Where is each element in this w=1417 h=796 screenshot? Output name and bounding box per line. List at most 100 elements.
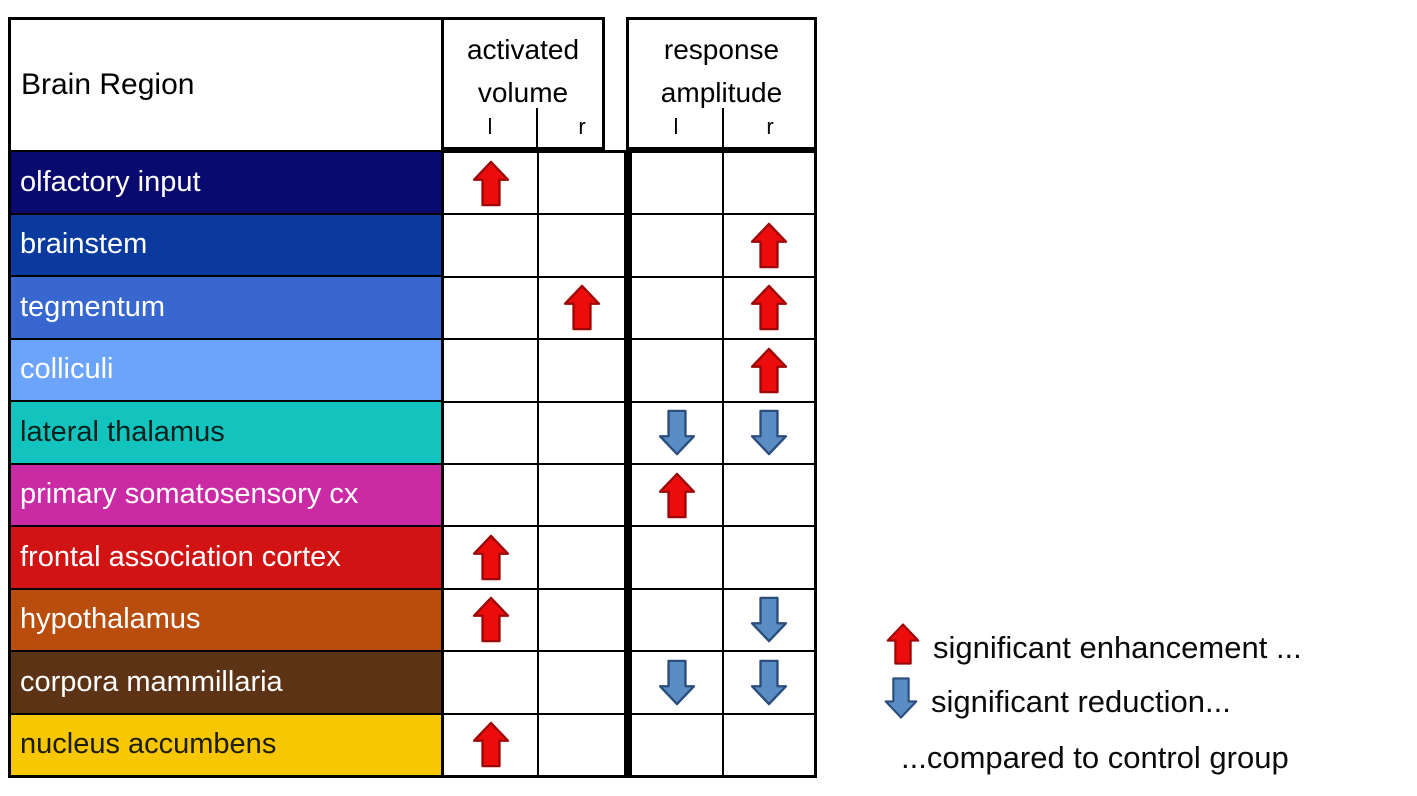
- brain-region-title: Brain Region: [21, 68, 195, 101]
- legend-note: ...compared to control group: [901, 740, 1289, 775]
- result-cell: [632, 153, 722, 214]
- response-amplitude-header-box: response amplitude l r: [626, 17, 817, 150]
- activated-volume-label-line1: activated: [466, 34, 580, 65]
- legend-down-arrow-slot: [884, 674, 918, 730]
- response-amplitude-label-line1: response: [663, 34, 780, 65]
- activated-volume-label: activated volume: [444, 28, 602, 114]
- result-cell: [444, 215, 537, 276]
- result-cell: [539, 652, 624, 713]
- brain-region-row: corpora mammillaria: [11, 652, 441, 713]
- group-divider: [626, 277, 630, 339]
- result-cell: [724, 215, 814, 276]
- legend-up-arrow-slot: [886, 620, 920, 676]
- result-cell: [632, 652, 722, 713]
- group-divider: [626, 402, 630, 463]
- legend-enhancement: significant enhancement ...: [886, 620, 1302, 676]
- up-arrow-icon: [886, 623, 920, 665]
- result-cell: [444, 277, 537, 339]
- group-divider: [626, 340, 630, 401]
- result-cell: [724, 714, 814, 775]
- activated-volume-header-box: activated volume l r: [441, 17, 605, 150]
- result-cell: [632, 589, 722, 651]
- result-cell: [632, 340, 722, 401]
- down-arrow-icon: [658, 659, 696, 706]
- down-arrow-icon: [750, 410, 788, 456]
- group-divider: [626, 527, 630, 588]
- result-cell: [724, 589, 814, 651]
- result-cell: [444, 340, 537, 401]
- result-cell: [539, 402, 624, 463]
- results-grid: [441, 150, 817, 778]
- result-cell: [539, 527, 624, 588]
- result-cell: [444, 714, 537, 775]
- legend-reduction-text: significant reduction...: [931, 684, 1231, 719]
- group-divider: [626, 714, 630, 775]
- brain-region-row: colliculi: [11, 339, 441, 400]
- activated-volume-right-label: r: [578, 114, 586, 139]
- brain-region-header-cell: Brain Region: [11, 20, 441, 150]
- brain-region-row: lateral thalamus: [11, 402, 441, 463]
- up-arrow-icon: [472, 722, 509, 768]
- result-cell: [724, 652, 814, 713]
- result-cell: [539, 340, 624, 401]
- result-cell: [539, 589, 624, 651]
- up-arrow-icon: [750, 222, 788, 269]
- brain-region-row: tegmentum: [11, 277, 441, 338]
- result-cell: [632, 714, 722, 775]
- group-divider: [626, 652, 630, 713]
- up-arrow-icon: [750, 285, 788, 331]
- brain-region-row: brainstem: [11, 214, 441, 275]
- response-amplitude-label: response amplitude: [629, 28, 814, 114]
- result-cell: [444, 589, 537, 651]
- down-arrow-icon: [884, 677, 918, 719]
- response-amplitude-right-label: r: [766, 114, 774, 139]
- result-cell: [444, 153, 537, 214]
- subcolumn-divider: [722, 108, 724, 147]
- result-cell: [724, 527, 814, 588]
- result-cell: [444, 402, 537, 463]
- result-cell: [539, 465, 624, 526]
- result-cell: [539, 215, 624, 276]
- result-cell: [539, 277, 624, 339]
- result-cell: [724, 153, 814, 214]
- activated-volume-left-label: l: [487, 114, 493, 139]
- down-arrow-icon: [658, 410, 696, 456]
- result-cell: [724, 465, 814, 526]
- up-arrow-icon: [472, 597, 509, 643]
- result-cell: [724, 340, 814, 401]
- up-arrow-icon: [563, 285, 600, 331]
- response-amplitude-left-label: l: [673, 114, 679, 139]
- legend-reduction: significant reduction...: [884, 674, 1231, 730]
- result-cell: [632, 402, 722, 463]
- response-amplitude-label-line2: amplitude: [660, 77, 783, 108]
- result-cell: [444, 465, 537, 526]
- result-cell: [724, 277, 814, 339]
- activated-volume-label-line2: volume: [477, 77, 569, 108]
- result-cell: [632, 215, 722, 276]
- down-arrow-icon: [750, 659, 788, 706]
- result-cell: [632, 465, 722, 526]
- subcolumn-divider: [536, 108, 538, 147]
- down-arrow-icon: [750, 597, 788, 643]
- result-cell: [444, 527, 537, 588]
- brain-region-row: frontal association cortex: [11, 527, 441, 588]
- brain-region-row: olfactory input: [11, 152, 441, 213]
- brain-region-table: Brain Region olfactory input brainstem teg…: [8, 17, 444, 778]
- legend-enhancement-text: significant enhancement ...: [933, 630, 1302, 665]
- up-arrow-icon: [472, 534, 509, 581]
- result-cell: [539, 153, 624, 214]
- up-arrow-icon: [750, 347, 788, 394]
- result-cell: [444, 652, 537, 713]
- result-cell: [632, 527, 722, 588]
- group-divider: [626, 153, 630, 214]
- brain-region-row: hypothalamus: [11, 589, 441, 650]
- up-arrow-icon: [472, 160, 509, 206]
- group-divider: [626, 589, 630, 651]
- group-divider: [626, 215, 630, 276]
- brain-region-row: primary somatosensory cx: [11, 464, 441, 525]
- result-cell: [539, 714, 624, 775]
- brain-region-row: nucleus accumbens: [11, 714, 441, 775]
- result-cell: [724, 402, 814, 463]
- group-divider: [626, 465, 630, 526]
